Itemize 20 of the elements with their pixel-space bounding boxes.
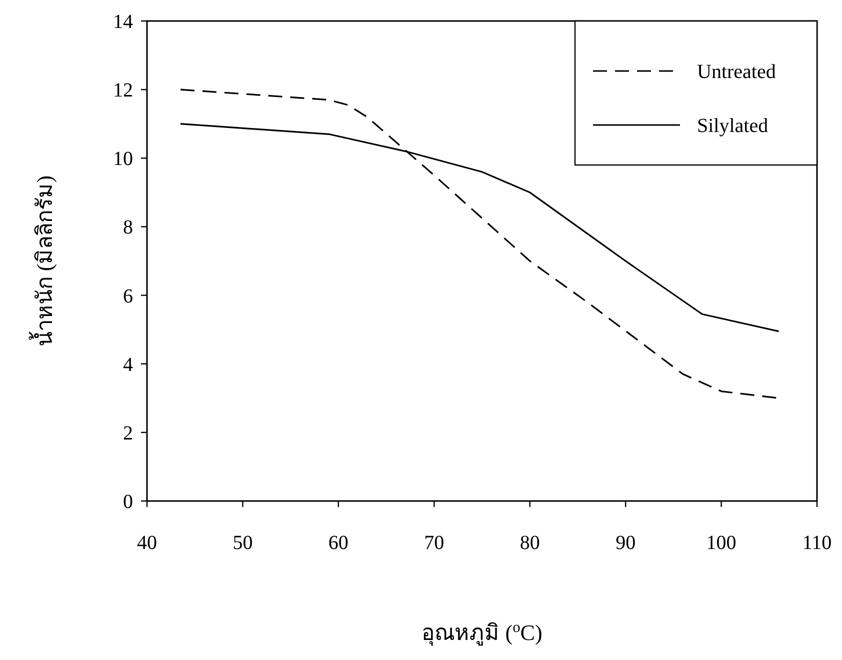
legend-label: Untreated xyxy=(697,61,776,83)
y-tick-label: 8 xyxy=(123,216,133,239)
x-axis-title: อุณหภูมิ ($^{o}$C) xyxy=(422,618,542,646)
x-tick-label: 80 xyxy=(520,532,540,554)
legend-label: Silylated xyxy=(697,115,768,137)
y-axis-title: น้ำหนัก (มิลลิกรัม) xyxy=(29,175,57,347)
x-tick-label: 40 xyxy=(137,532,157,554)
y-tick-label: 12 xyxy=(113,80,133,102)
x-tick-label: 100 xyxy=(706,532,736,554)
x-tick-label: 60 xyxy=(328,532,348,554)
x-tick-label: 50 xyxy=(232,532,253,554)
x-tick-label: 70 xyxy=(424,532,444,554)
y-tick-label: 2 xyxy=(123,422,133,444)
x-tick-label: 90 xyxy=(616,532,636,554)
y-tick-label: 10 xyxy=(113,148,133,170)
y-tick-label: 0 xyxy=(123,491,133,513)
y-tick-label: 14 xyxy=(113,11,133,33)
x-tick-label: 110 xyxy=(802,532,832,554)
y-tick-label: 6 xyxy=(123,285,133,308)
y-tick-label: 4 xyxy=(123,354,133,376)
